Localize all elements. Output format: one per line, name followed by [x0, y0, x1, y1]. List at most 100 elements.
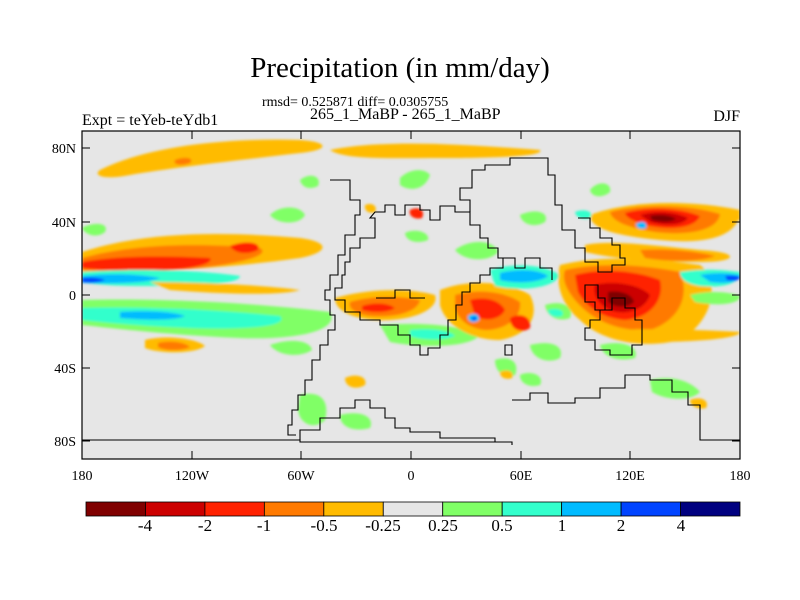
anomaly-region [300, 175, 319, 188]
colorbar-label: 4 [677, 516, 686, 535]
anomaly-region [340, 413, 371, 430]
colorbar-swatch [204, 501, 265, 517]
anomaly-region [174, 157, 192, 165]
coastline-south-asia [503, 257, 553, 280]
anomaly-region [158, 341, 190, 350]
anomaly-region [82, 256, 211, 271]
colorbar-label: -4 [138, 516, 153, 535]
coastline-madagascar [504, 344, 513, 356]
colorbar-swatch [620, 501, 681, 517]
anomaly-region [150, 282, 300, 294]
coastline-africa-europe [334, 204, 504, 356]
colorbar-label: -0.25 [365, 516, 400, 535]
longitude-axis [191, 131, 631, 459]
precipitation-field [82, 139, 740, 445]
anomaly-region [575, 210, 592, 219]
anomaly-region [97, 139, 323, 178]
colorbar-label: -2 [198, 516, 212, 535]
anomaly-region [500, 370, 513, 379]
colorbar-swatch [442, 501, 503, 517]
lon-label-60e: 60E [510, 469, 533, 484]
colorbar-swatch [680, 501, 741, 517]
coastline-eurasia-north [459, 157, 626, 273]
anomaly-region [409, 208, 424, 219]
lat-label-0: 0 [69, 289, 76, 304]
coastline-antarctic-peninsula [285, 399, 496, 442]
experiment-label: Expt = teYeb-teYdb1 [82, 112, 219, 129]
anomaly-region [471, 316, 477, 321]
lat-label-40n: 40N [52, 216, 76, 231]
coastline-asia-islands [584, 284, 606, 311]
colorbar-labels: -4 -2 -1 -0.5 -0.25 0.25 0.5 1 2 4 [138, 516, 686, 535]
colorbar-label: 2 [617, 516, 626, 535]
anomaly-region [270, 340, 312, 355]
lat-label-80n: 80N [52, 142, 76, 157]
statistics-line: rmsd= 0.525871 diff= 0.0305755 [262, 95, 449, 110]
colorbar-label: 0.25 [428, 516, 458, 535]
lon-label-60w: 60W [287, 469, 315, 484]
colorbar-swatch [145, 501, 206, 517]
anomaly-region [636, 221, 647, 229]
coastline-north-africa [376, 289, 425, 299]
anomaly-region [470, 298, 505, 320]
colorbar-swatch [561, 501, 622, 517]
coastline-australia [584, 297, 643, 356]
colorbar-swatch [382, 501, 444, 517]
colorbar-label: -0.5 [311, 516, 338, 535]
colorbar-label: 0.5 [491, 516, 512, 535]
anomaly-region [120, 311, 185, 320]
anomaly-region [548, 308, 563, 317]
anomaly-region [590, 183, 611, 197]
anomaly-region [298, 393, 327, 426]
longitude-labels: 180 120W 60W 0 60E 120E 180 [72, 469, 751, 484]
anomaly-region [405, 230, 429, 242]
colorbar-swatch [263, 501, 325, 517]
colorbar [85, 501, 741, 517]
anomaly-region [608, 291, 634, 307]
anomaly-region [362, 303, 395, 313]
anomaly-region [410, 329, 455, 340]
case-comparison-label: 265_1_MaBP - 265_1_MaBP [310, 106, 501, 123]
coastline-americas [287, 179, 361, 436]
lon-label-180w: 180 [72, 469, 93, 484]
anomaly-region [725, 275, 740, 281]
anomaly-region [500, 270, 548, 283]
anomaly-region [400, 170, 430, 189]
anomaly-region [520, 211, 546, 226]
anomaly-region [330, 143, 541, 159]
colorbar-label: 1 [558, 516, 567, 535]
anomaly-region [690, 292, 740, 305]
anomaly-region [690, 398, 707, 409]
anomaly-region [270, 207, 305, 223]
colorbar-swatch [85, 501, 146, 517]
season-label: DJF [713, 108, 740, 125]
lat-label-80s: 80S [54, 435, 76, 450]
lon-label-0: 0 [408, 469, 415, 484]
colorbar-swatch [501, 501, 563, 517]
anomaly-region [510, 315, 531, 331]
anomaly-region [455, 241, 498, 260]
anomaly-region [230, 242, 259, 254]
anomaly-region [82, 223, 106, 236]
anomaly-region [650, 215, 676, 222]
coastline-antarctica [82, 439, 513, 445]
anomaly-region [82, 277, 105, 283]
anomaly-region [520, 373, 541, 386]
lon-label-120w: 120W [175, 469, 210, 484]
latitude-axis [82, 147, 740, 442]
anomaly-region [364, 203, 376, 213]
lon-label-120e: 120E [615, 469, 645, 484]
lat-label-40s: 40S [54, 362, 76, 377]
anomaly-region [700, 273, 740, 283]
anomaly-region [345, 375, 366, 388]
anomaly-region [530, 343, 561, 361]
coastlines [82, 157, 740, 445]
anomaly-region [640, 249, 715, 261]
lon-label-180e: 180 [730, 469, 751, 484]
map-title: Precipitation (in mm/day) [250, 52, 550, 84]
coastline-antarctica-east [512, 374, 740, 441]
colorbar-swatch [323, 501, 384, 517]
latitude-labels: 80N 40N 0 40S 80S [52, 142, 76, 450]
colorbar-label: -1 [257, 516, 271, 535]
